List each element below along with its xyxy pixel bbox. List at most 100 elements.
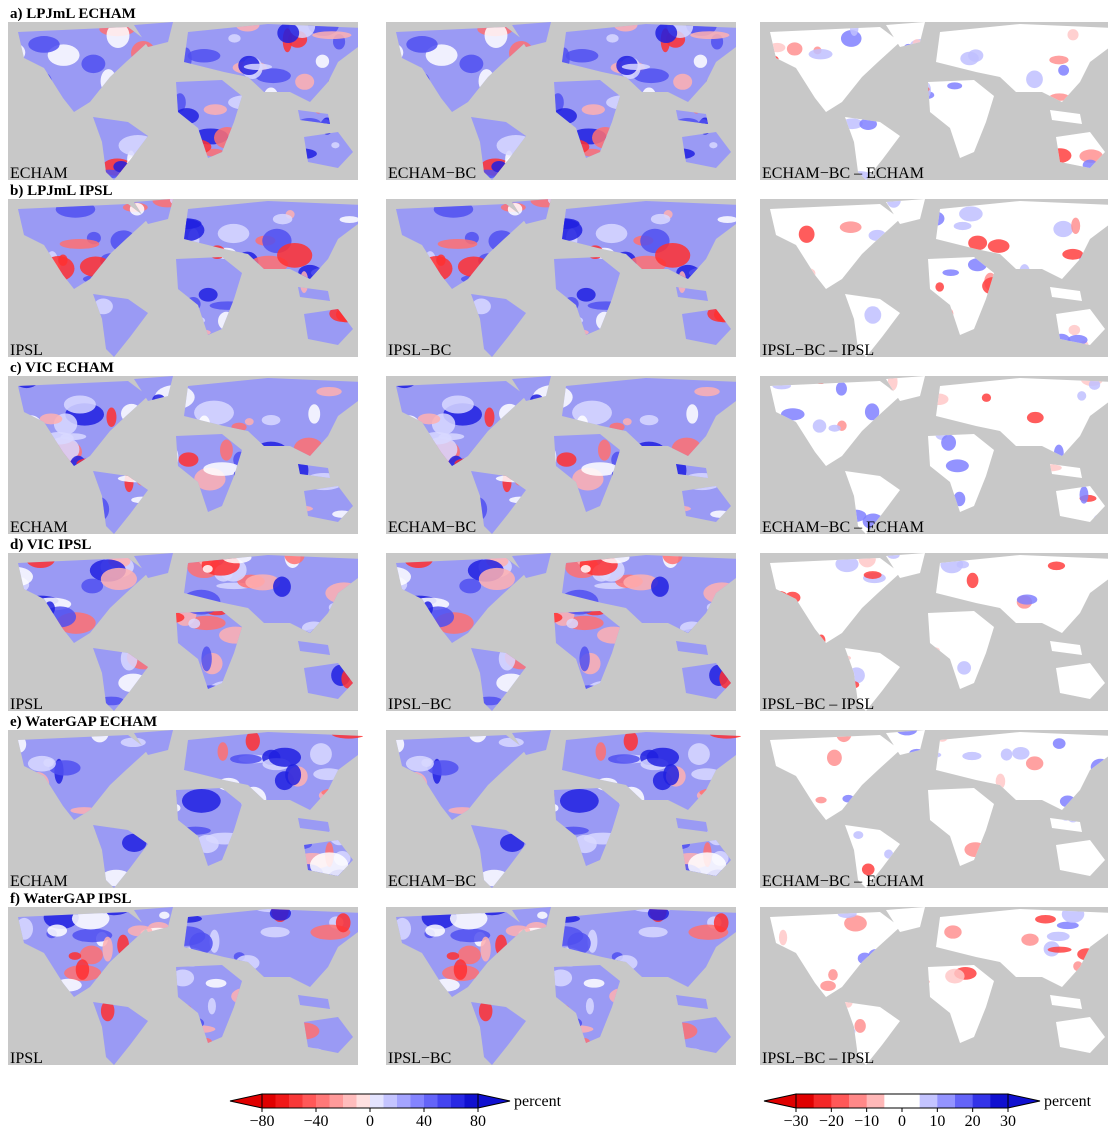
panel-label: ECHAM−BC – ECHAM [762,519,924,536]
map-patch [780,408,805,421]
map-patch [43,758,54,767]
map-patch [1000,748,1013,761]
map-patch [484,22,508,48]
panel-label: IPSL−BC [388,1050,451,1067]
map-patch [956,560,969,569]
map-patch [1058,64,1070,76]
map-patch [272,213,293,225]
map-patch [1077,391,1087,401]
map-patch [606,34,619,43]
map-patch [203,104,227,115]
map-patch [75,959,90,980]
map-patch [567,932,591,955]
map-patch [484,407,495,427]
map-patch [339,216,360,223]
map-patch [268,747,302,767]
panel-title: b) LPJmL IPSL [10,183,113,199]
colorbar-tick-label: 20 [965,1113,981,1130]
map-patch [826,749,842,766]
map-patch [478,1000,493,1022]
map-panel: IPSL−BC – IPSL [760,199,1108,359]
map-patch [709,142,718,149]
colorbar-bin [370,1094,384,1108]
panel-label: IPSL [10,1050,43,1067]
map-patch [261,414,281,426]
map-patch [1053,220,1074,238]
map-patch [188,618,201,629]
map-patch [1035,914,1056,924]
colorbar-bin [796,1094,815,1108]
map-patch [693,54,708,68]
colorbar-tick-label: 0 [898,1113,906,1130]
map-patch [650,213,671,225]
map-patch [309,852,349,879]
colorbar-bin [329,1094,344,1108]
map-patch [427,760,459,776]
map-patch [556,452,577,467]
map-patch [581,462,619,476]
map-patch [576,287,596,302]
map-patch [18,566,33,587]
colorbar-bin [866,1094,885,1108]
colorbar-tick-label: −30 [783,1113,808,1130]
panel-label: ECHAM−BC – ECHAM [762,873,924,890]
map-patch [646,747,680,767]
map-patch [1079,149,1103,163]
map-patch [79,945,103,965]
map-patch [639,414,659,426]
colorbar: −80 −40 0 40 80 percent [229,1093,562,1130]
map-patch [1021,933,1039,946]
map-patch [947,82,963,90]
panel-label: ECHAM [10,873,68,890]
colorbar-bin [262,1094,276,1108]
map-patch [28,36,60,53]
map-patch [417,413,441,425]
map-panel: ECHAM−BC [386,22,741,182]
map-patch [425,924,446,937]
map-patch [285,764,302,786]
map-patch [581,104,605,115]
map-patch [966,572,979,589]
map-patch [941,434,957,451]
map-patch [859,118,877,131]
map-patch [189,932,213,955]
colorbar-tick-label: 10 [929,1113,945,1130]
colorbar-extend-high [1007,1093,1041,1109]
colorbar-bin [397,1094,411,1108]
map-patch [565,49,599,63]
map-patch [100,1000,115,1022]
map-patch [598,439,611,461]
colorbar-bin [451,1094,465,1108]
map-patch [446,952,460,960]
map-patch [960,51,979,66]
map-patch [959,206,983,222]
colorbar-bin [437,1094,452,1108]
panel-label: ECHAM [10,519,68,536]
map-patch [953,221,972,231]
map-patch [312,31,352,40]
map-patch [102,936,113,962]
map-patch [308,404,321,424]
panel-label: IPSL−BC [388,696,451,713]
map-patch [835,381,847,396]
colorbar-bin [464,1094,479,1108]
map-panel: IPSL [8,199,363,359]
map-patch [49,760,81,776]
colorbar-bin [955,1094,974,1108]
map-patch [808,49,833,60]
map-patch [178,452,199,467]
map-patch [450,928,491,943]
colorbar-tick-label: 30 [1000,1113,1016,1130]
map-patch [453,959,468,980]
map-patch [655,242,691,268]
map-patch [245,574,281,591]
panel-label: IPSL [10,342,43,359]
map-panel: IPSL−BC [386,199,741,359]
map-panel: ECHAM−BC [386,730,741,890]
panel-title: d) VIC IPSL [10,537,91,553]
map-patch [68,952,82,960]
map-patch [673,73,693,90]
map-patch [315,54,330,68]
map-patch [1047,561,1066,571]
map-patch [778,929,788,946]
